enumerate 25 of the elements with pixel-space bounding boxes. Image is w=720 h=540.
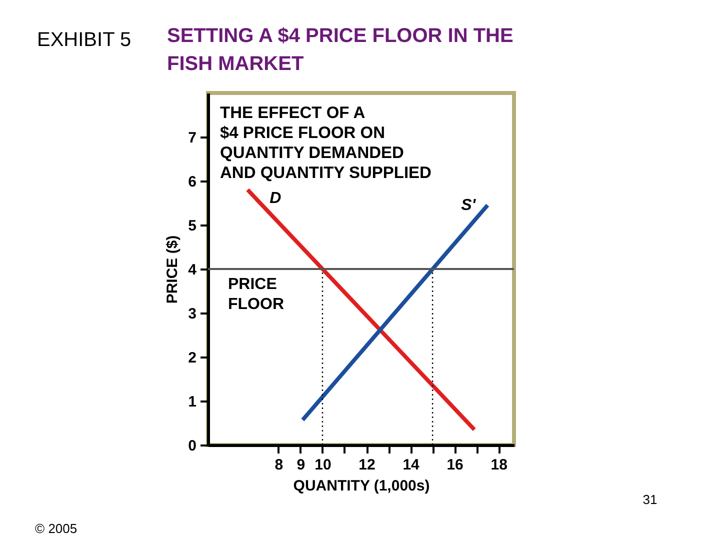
y-tick-label: 5 xyxy=(188,218,196,234)
x-tick-label: 8 xyxy=(274,456,284,474)
y-tick-label: 2 xyxy=(188,350,196,366)
x-tick-label: 9 xyxy=(296,456,306,474)
x-tick-label: 14 xyxy=(402,456,420,474)
x-tick-label: 18 xyxy=(490,456,508,474)
y-tick-label: 7 xyxy=(188,130,196,146)
series-label: D xyxy=(270,190,282,207)
y-tick-label: 6 xyxy=(188,174,196,190)
x-tick-label: 16 xyxy=(446,456,464,474)
x-axis-title: QUANTITY (1,000s) xyxy=(293,478,430,494)
chart-title: SETTING A $4 PRICE FLOOR IN THE FISH MARKET xyxy=(167,25,514,75)
y-tick-label: 3 xyxy=(188,306,196,322)
series-label: S' xyxy=(461,197,477,214)
y-tick-label: 1 xyxy=(188,394,196,410)
ref-line-label: PRICE FLOOR xyxy=(228,276,284,313)
x-tick-label: 10 xyxy=(314,456,332,474)
text: © 2005 xyxy=(35,521,78,536)
y-tick-label: 0 xyxy=(188,438,196,454)
text: EXHIBIT 5 xyxy=(37,29,132,51)
y-tick-label: 4 xyxy=(188,262,198,278)
x-tick-label: 12 xyxy=(358,456,376,474)
text: 31 xyxy=(642,492,658,507)
annotation: THE EFFECT OF A $4 PRICE FLOOR ON QUANTITY DEMANDED AND QUANTITY SUPPLIED xyxy=(220,104,432,182)
y-axis-title: PRICE ($) xyxy=(164,235,182,304)
